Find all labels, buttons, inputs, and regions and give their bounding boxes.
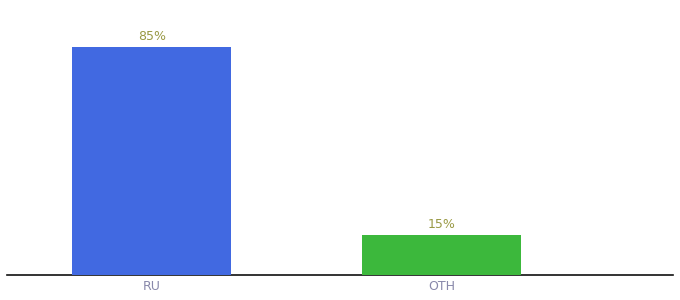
Bar <box>72 47 231 275</box>
Text: 15%: 15% <box>428 218 456 231</box>
Bar <box>362 235 521 275</box>
Text: 85%: 85% <box>138 30 166 43</box>
